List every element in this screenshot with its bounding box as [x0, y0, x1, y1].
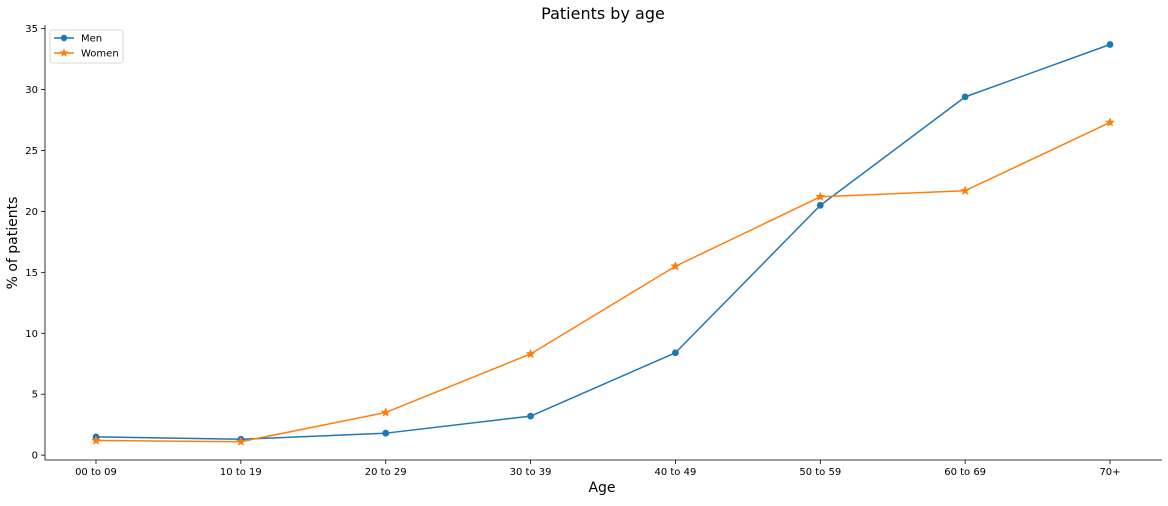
x-tick-label: 40 to 49 [654, 467, 696, 478]
data-point-women [90, 435, 102, 445]
data-point-women [525, 348, 536, 359]
x-axis-title: Age [588, 480, 615, 496]
legend-label-men: Men [81, 34, 102, 45]
y-tick-label: 0 [32, 451, 38, 462]
y-tick-label: 20 [25, 207, 38, 218]
y-tick-label: 30 [25, 85, 38, 96]
x-tick-label: 00 to 09 [75, 467, 117, 478]
data-point-men [672, 349, 679, 357]
x-tick-label: 50 to 59 [799, 467, 841, 478]
x-tick-label: 60 to 69 [944, 467, 986, 478]
y-tick-label: 25 [25, 146, 38, 157]
data-point-men [1106, 41, 1114, 48]
y-tick-label: 5 [32, 390, 38, 401]
series-line-men [95, 43, 1111, 441]
y-tick-label: 10 [25, 329, 38, 340]
data-point-women [380, 407, 391, 417]
data-point-women [670, 260, 681, 271]
legend-label-women: Women [81, 49, 119, 60]
data-point-men [816, 201, 824, 209]
x-tick-label: 30 to 39 [510, 467, 552, 478]
data-point-women [1104, 117, 1116, 127]
series-line-women [95, 121, 1111, 443]
data-point-women [235, 436, 246, 446]
y-tick-label: 15 [25, 268, 38, 279]
chart-title: Patients by age [541, 4, 665, 23]
x-tick-label: 10 to 19 [220, 467, 262, 478]
y-axis-title: % of patients [5, 197, 21, 290]
legend-marker-men [60, 34, 68, 42]
x-tick-label: 20 to 29 [365, 467, 407, 478]
data-point-men [382, 429, 390, 437]
data-point-women [815, 191, 826, 202]
legend-marker-women [59, 48, 69, 57]
x-tick-label: 70+ [1099, 467, 1120, 478]
data-point-men [961, 93, 969, 101]
legend: Men Women [49, 29, 124, 64]
data-point-women [960, 185, 971, 195]
y-tick-label: 35 [25, 24, 38, 35]
axes: 0 5 10 15 20 25 30 35 00 to 09 10 to 19 20 to 29 30… [25, 24, 1162, 478]
data-point-men [527, 412, 534, 420]
series-group [90, 41, 1116, 446]
